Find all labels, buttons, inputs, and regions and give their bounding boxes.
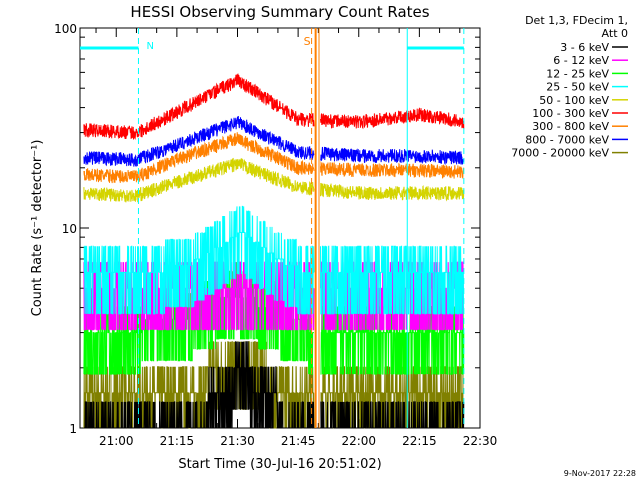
y-tick-label: 100 bbox=[54, 22, 77, 36]
y-tick-label: 1 bbox=[69, 422, 77, 436]
series-line-5 bbox=[83, 73, 465, 140]
x-tick-label: 21:45 bbox=[281, 434, 316, 448]
series-line-7 bbox=[83, 115, 465, 167]
legend-header-line-2: Att 0 bbox=[602, 27, 628, 40]
chart-title: HESSI Observing Summary Count Rates bbox=[130, 3, 429, 21]
x-tick-label: 22:00 bbox=[341, 434, 376, 448]
series-line-8 bbox=[83, 341, 464, 429]
legend-label: 12 - 25 keV bbox=[546, 67, 609, 80]
series-line-4 bbox=[83, 157, 465, 203]
y-axis-label: Count Rate (s⁻¹ detector⁻¹) bbox=[30, 140, 45, 317]
legend-header-line-1: Det 1,3, FDecim 1, bbox=[525, 14, 628, 27]
legend-label: 3 - 6 keV bbox=[560, 41, 609, 54]
footer-date: 9-Nov-2017 22:28 bbox=[564, 469, 636, 478]
legend-label: 6 - 12 keV bbox=[553, 54, 609, 67]
legend-label: 25 - 50 keV bbox=[546, 81, 609, 94]
series-line-6 bbox=[83, 132, 465, 184]
x-tick-label: 21:15 bbox=[160, 434, 195, 448]
x-axis-ticks: 21:00 21:15 21:30 21:45 22:00 22:15 22:30 bbox=[95, 28, 498, 448]
legend-label: 100 - 300 keV bbox=[532, 107, 609, 120]
series-line-3 bbox=[83, 205, 465, 315]
x-tick-label: 21:00 bbox=[99, 434, 134, 448]
series-line-0 bbox=[83, 341, 465, 429]
legend-label: 7000 - 20000 keV bbox=[511, 147, 609, 160]
legend-label: 300 - 800 keV bbox=[532, 120, 609, 133]
y-axis-ticks: 1 10 100 bbox=[54, 22, 480, 436]
x-axis-label: Start Time (30-Jul-16 20:51:02) bbox=[178, 457, 381, 472]
x-tick-label: 21:30 bbox=[220, 434, 255, 448]
legend-label: 800 - 7000 keV bbox=[525, 133, 609, 146]
night-label: N bbox=[146, 41, 153, 52]
x-tick-label: 22:30 bbox=[463, 434, 498, 448]
saa-label: S bbox=[304, 35, 311, 48]
legend-label: 50 - 100 keV bbox=[539, 94, 609, 107]
series-layer bbox=[83, 73, 465, 429]
x-tick-label: 22:15 bbox=[402, 434, 437, 448]
y-tick-label: 10 bbox=[62, 222, 77, 236]
